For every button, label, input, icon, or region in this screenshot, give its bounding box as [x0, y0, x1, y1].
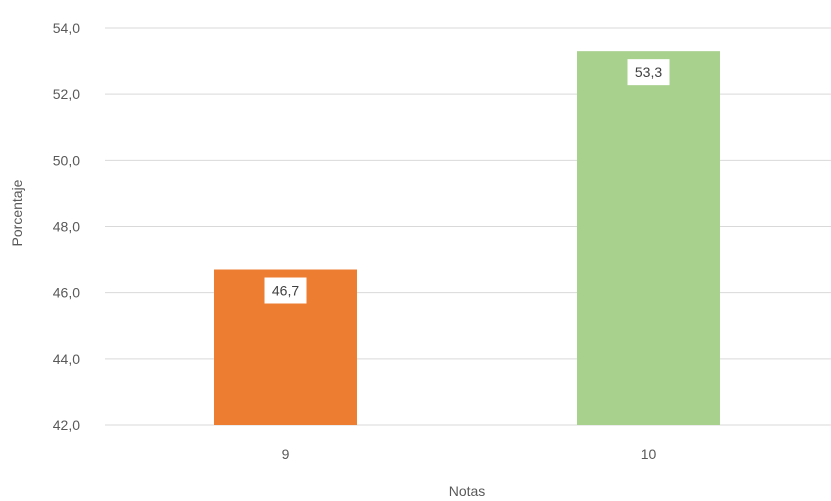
- y-tick-label: 52,0: [53, 86, 80, 102]
- y-tick-label: 50,0: [53, 152, 80, 168]
- x-tick-label: 10: [641, 446, 657, 462]
- x-tick-label: 9: [282, 446, 290, 462]
- y-tick-label: 48,0: [53, 219, 80, 235]
- y-axis-ticks: 42,0 44,0 46,0 48,0 50,0 52,0 54,0: [53, 20, 80, 433]
- x-axis-title: Notas: [449, 483, 486, 499]
- bar: [577, 51, 720, 426]
- y-tick-label: 54,0: [53, 20, 80, 36]
- y-axis-title: Porcentaje: [9, 179, 25, 246]
- data-label-box: [627, 59, 670, 86]
- x-axis-ticks: 9 10: [282, 446, 657, 462]
- y-tick-label: 44,0: [53, 351, 80, 367]
- data-label: 46,7: [272, 283, 299, 299]
- y-tick-label: 46,0: [53, 285, 80, 301]
- bars: 46,7 53,3: [214, 51, 720, 426]
- data-label-box: [264, 277, 307, 304]
- data-label: 53,3: [635, 64, 662, 80]
- y-tick-label: 42,0: [53, 417, 80, 433]
- gridlines: [105, 27, 831, 426]
